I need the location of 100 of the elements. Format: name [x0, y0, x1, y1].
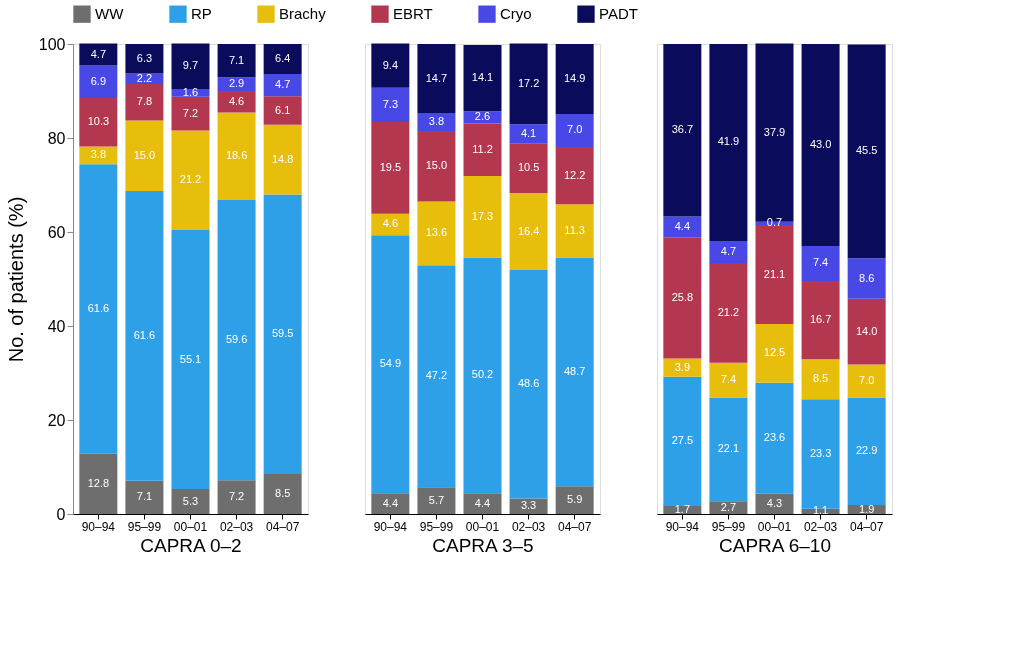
text: 9.7 — [182, 59, 199, 72]
bar — [755, 382, 794, 494]
text: 47.2 — [425, 369, 448, 382]
text: 8.5 — [812, 372, 829, 385]
bar — [217, 91, 256, 113]
text: 22.9 — [855, 444, 878, 457]
text: 7.3 — [382, 97, 398, 110]
x-tick-label: 00–01 — [173, 519, 208, 534]
x-tick-label: 02–03 — [219, 519, 254, 534]
text: 2.2 — [136, 71, 153, 84]
bar — [125, 83, 164, 121]
text: 16.4 — [517, 224, 540, 237]
text: 4.4 — [674, 219, 690, 232]
bar — [79, 453, 118, 514]
text: 7.8 — [136, 95, 153, 108]
text: 18.6 — [225, 149, 248, 162]
text: 4.6 — [228, 94, 245, 107]
bar — [371, 493, 410, 514]
y-tick-label: 100 — [38, 35, 66, 53]
x-tick-label: 04–07 — [849, 519, 884, 534]
bar — [663, 237, 702, 359]
text: 7.4 — [812, 256, 829, 269]
bar — [847, 397, 886, 506]
text: 12.8 — [87, 476, 110, 489]
bar — [663, 376, 702, 507]
y-tick-label: 20 — [47, 411, 66, 429]
bar — [171, 230, 210, 490]
text: 3.8 — [90, 148, 106, 161]
bar — [663, 44, 702, 217]
bar — [509, 43, 548, 125]
text: 7.2 — [182, 106, 199, 119]
text: 61.6 — [87, 302, 110, 315]
bar — [417, 265, 456, 488]
bar — [709, 263, 748, 363]
legend-label: WW — [95, 5, 125, 23]
bar — [555, 257, 594, 487]
bar — [417, 487, 456, 514]
text: 55.1 — [179, 352, 202, 365]
text: 48.6 — [517, 377, 540, 390]
legend-label: RP — [191, 5, 212, 23]
bar — [509, 143, 548, 193]
text: 7.0 — [567, 123, 583, 136]
text: 36.7 — [671, 123, 694, 136]
text: 12.2 — [563, 168, 586, 181]
bar — [171, 130, 210, 231]
text: 6.1 — [275, 103, 291, 116]
text: 11.2 — [472, 142, 493, 155]
bar — [463, 44, 502, 112]
bar — [555, 146, 594, 205]
text: 8.6 — [859, 271, 875, 284]
legend-label: Cryo — [500, 5, 532, 23]
text: 7.1 — [136, 490, 153, 503]
x-axis-title: CAPRA 0–2 — [140, 534, 242, 556]
bar — [847, 258, 886, 299]
x-tick-label: 04–07 — [265, 519, 300, 534]
text: 4.4 — [382, 496, 398, 509]
bar — [755, 224, 794, 325]
bar — [171, 489, 210, 514]
text: 4.3 — [766, 496, 783, 509]
x-tick-label: 95–99 — [127, 519, 162, 534]
x-tick-label: 90–94 — [373, 519, 408, 534]
text: 4.7 — [720, 244, 737, 257]
x-tick-label: 90–94 — [81, 519, 116, 534]
bar — [79, 43, 118, 66]
text: 6.3 — [136, 51, 153, 64]
x-tick-label: 95–99 — [419, 519, 454, 534]
text: 14.1 — [471, 71, 494, 84]
bar — [371, 235, 410, 494]
text: 10.5 — [517, 161, 540, 174]
text: 25.8 — [671, 290, 694, 303]
text: 4.1 — [520, 127, 537, 140]
text: 4.4 — [474, 496, 491, 509]
text: 4.7 — [90, 47, 106, 60]
x-tick-label: 95–99 — [711, 519, 746, 534]
text: 3.9 — [674, 360, 690, 373]
bar — [801, 280, 840, 360]
text: 16.7 — [809, 313, 832, 326]
y-tick-label: 40 — [47, 317, 66, 335]
bar — [263, 474, 302, 514]
text: 11.3 — [564, 223, 585, 236]
text: 41.9 — [717, 135, 740, 148]
y-tick-label: 80 — [47, 129, 66, 147]
x-axis-title: CAPRA 6–10 — [719, 534, 831, 556]
text: 7.4 — [720, 373, 737, 386]
text: 5.7 — [428, 493, 445, 506]
text: 7.0 — [859, 373, 875, 386]
bar — [263, 124, 302, 195]
bar — [847, 44, 886, 259]
bar — [217, 200, 256, 481]
bar — [555, 114, 594, 147]
legend-label: PADT — [599, 5, 638, 23]
bar — [555, 44, 594, 115]
bar — [79, 164, 118, 454]
bar — [463, 176, 502, 258]
y-tick-label: 60 — [47, 223, 66, 241]
text: 4.7 — [275, 78, 291, 91]
x-tick-label: 04–07 — [557, 519, 592, 534]
text: 59.5 — [271, 327, 294, 340]
bar — [709, 240, 748, 264]
y-tick-label: 0 — [56, 505, 66, 523]
